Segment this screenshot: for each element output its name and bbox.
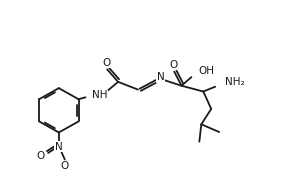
Text: N: N: [157, 72, 165, 82]
Text: O: O: [102, 58, 110, 68]
Text: O: O: [61, 161, 69, 171]
Text: O: O: [37, 151, 45, 161]
Text: OH: OH: [198, 66, 214, 76]
Text: NH₂: NH₂: [225, 77, 245, 87]
Text: N: N: [55, 142, 63, 152]
Text: NH: NH: [92, 90, 108, 100]
Text: O: O: [169, 60, 178, 70]
